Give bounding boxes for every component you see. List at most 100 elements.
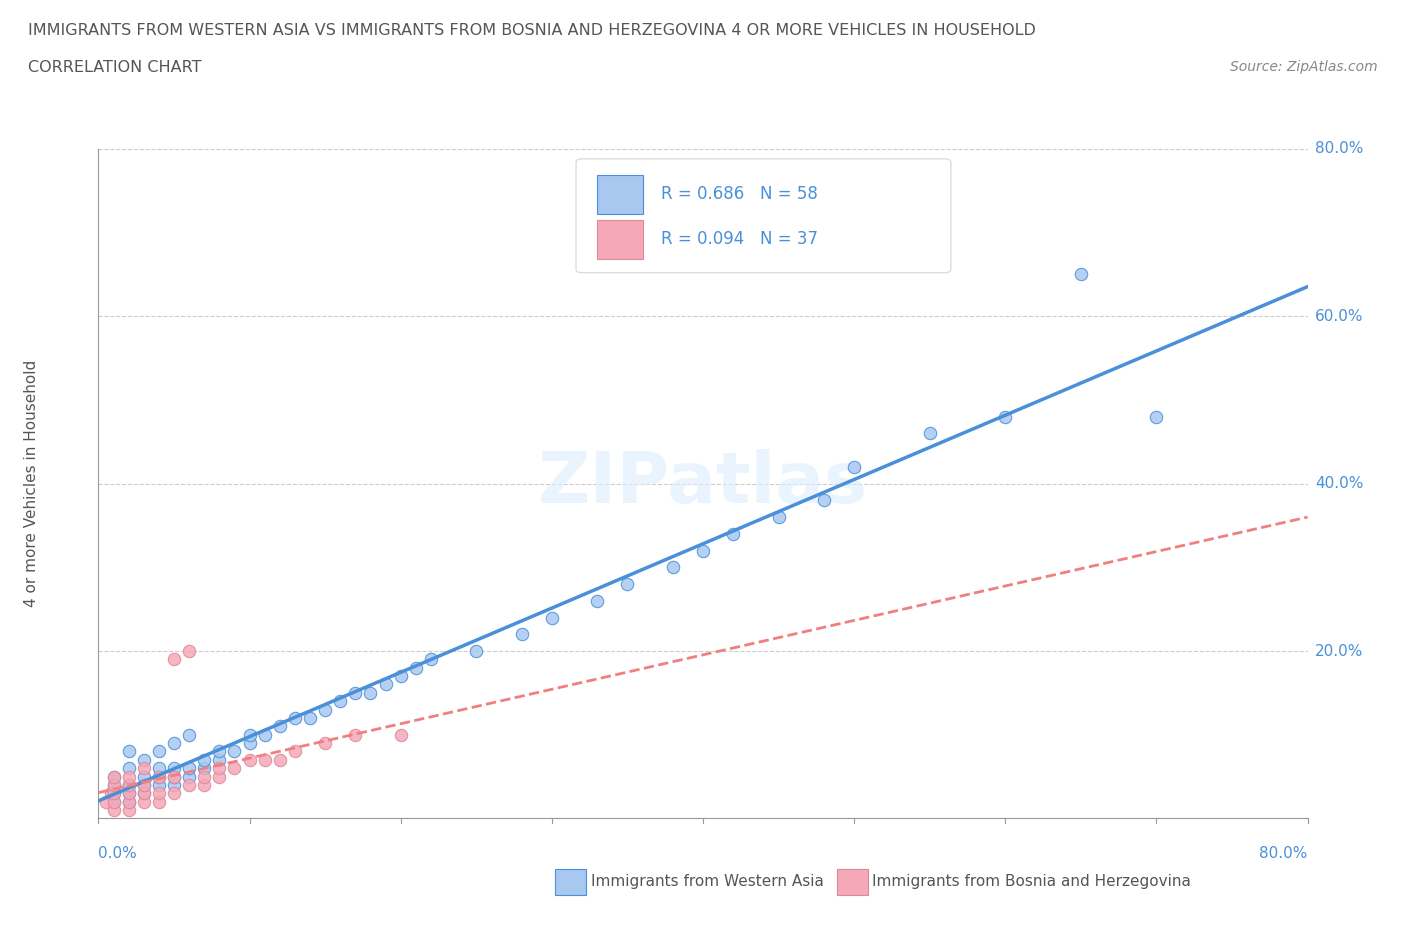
- Point: [239, 736, 262, 751]
- Point: [208, 769, 231, 784]
- Point: [208, 761, 231, 776]
- Point: [118, 786, 141, 801]
- Point: [239, 727, 262, 742]
- Point: [148, 786, 170, 801]
- Text: 20.0%: 20.0%: [1315, 644, 1364, 658]
- Point: [208, 752, 231, 767]
- Point: [118, 769, 141, 784]
- Point: [103, 777, 125, 792]
- Text: 40.0%: 40.0%: [1315, 476, 1364, 491]
- Point: [148, 794, 170, 809]
- Point: [132, 752, 155, 767]
- Point: [193, 777, 215, 792]
- Point: [100, 786, 122, 801]
- Point: [253, 752, 276, 767]
- Point: [284, 744, 307, 759]
- Point: [329, 694, 352, 709]
- Point: [405, 660, 427, 675]
- Point: [419, 652, 441, 667]
- Point: [148, 761, 170, 776]
- Text: IMMIGRANTS FROM WESTERN ASIA VS IMMIGRANTS FROM BOSNIA AND HERZEGOVINA 4 OR MORE: IMMIGRANTS FROM WESTERN ASIA VS IMMIGRAN…: [28, 23, 1036, 38]
- Point: [103, 769, 125, 784]
- Point: [314, 736, 336, 751]
- Point: [193, 752, 215, 767]
- Point: [193, 761, 215, 776]
- Point: [768, 510, 790, 525]
- Point: [132, 794, 155, 809]
- Point: [661, 560, 683, 575]
- Point: [269, 752, 291, 767]
- Point: [586, 593, 609, 608]
- Text: R = 0.094   N = 37: R = 0.094 N = 37: [661, 231, 818, 248]
- Point: [374, 677, 396, 692]
- Point: [103, 786, 125, 801]
- Point: [163, 777, 186, 792]
- Point: [118, 777, 141, 792]
- Point: [132, 777, 155, 792]
- Point: [118, 786, 141, 801]
- Point: [103, 794, 125, 809]
- Point: [208, 744, 231, 759]
- Point: [118, 803, 141, 817]
- Point: [344, 727, 367, 742]
- Point: [510, 627, 533, 642]
- Point: [389, 727, 412, 742]
- Point: [284, 711, 307, 725]
- Point: [299, 711, 322, 725]
- Point: [692, 543, 714, 558]
- Text: 80.0%: 80.0%: [1315, 141, 1364, 156]
- Point: [148, 769, 170, 784]
- Point: [269, 719, 291, 734]
- Point: [844, 459, 866, 474]
- Text: 80.0%: 80.0%: [1260, 846, 1308, 861]
- Point: [163, 761, 186, 776]
- Point: [118, 761, 141, 776]
- Point: [177, 777, 201, 792]
- Point: [177, 769, 201, 784]
- Point: [163, 652, 186, 667]
- Point: [344, 685, 367, 700]
- Point: [224, 744, 246, 759]
- Point: [163, 769, 186, 784]
- Text: R = 0.686   N = 58: R = 0.686 N = 58: [661, 185, 817, 203]
- Point: [132, 761, 155, 776]
- Point: [253, 727, 276, 742]
- Point: [239, 752, 262, 767]
- Point: [132, 769, 155, 784]
- Point: [103, 794, 125, 809]
- Point: [163, 736, 186, 751]
- Point: [389, 669, 412, 684]
- Point: [132, 786, 155, 801]
- Text: CORRELATION CHART: CORRELATION CHART: [28, 60, 201, 75]
- Point: [118, 794, 141, 809]
- Text: Immigrants from Western Asia: Immigrants from Western Asia: [591, 874, 824, 889]
- Text: 4 or more Vehicles in Household: 4 or more Vehicles in Household: [24, 360, 39, 607]
- Point: [314, 702, 336, 717]
- Text: Immigrants from Bosnia and Herzegovina: Immigrants from Bosnia and Herzegovina: [872, 874, 1191, 889]
- Point: [103, 803, 125, 817]
- Point: [721, 526, 744, 541]
- FancyBboxPatch shape: [576, 159, 950, 272]
- Point: [118, 794, 141, 809]
- Point: [360, 685, 382, 700]
- Text: ZIPatlas: ZIPatlas: [538, 449, 868, 518]
- Point: [1144, 409, 1167, 424]
- Point: [224, 761, 246, 776]
- Point: [148, 769, 170, 784]
- Point: [616, 577, 638, 591]
- Text: 60.0%: 60.0%: [1315, 309, 1364, 324]
- Bar: [596, 220, 643, 259]
- Point: [94, 794, 117, 809]
- Point: [465, 644, 488, 658]
- Point: [1070, 267, 1092, 282]
- Point: [193, 769, 215, 784]
- Point: [994, 409, 1017, 424]
- Point: [103, 777, 125, 792]
- Bar: [596, 175, 643, 214]
- Point: [103, 786, 125, 801]
- Point: [163, 786, 186, 801]
- Text: 0.0%: 0.0%: [98, 846, 138, 861]
- Point: [132, 786, 155, 801]
- Text: Source: ZipAtlas.com: Source: ZipAtlas.com: [1230, 60, 1378, 74]
- Point: [118, 744, 141, 759]
